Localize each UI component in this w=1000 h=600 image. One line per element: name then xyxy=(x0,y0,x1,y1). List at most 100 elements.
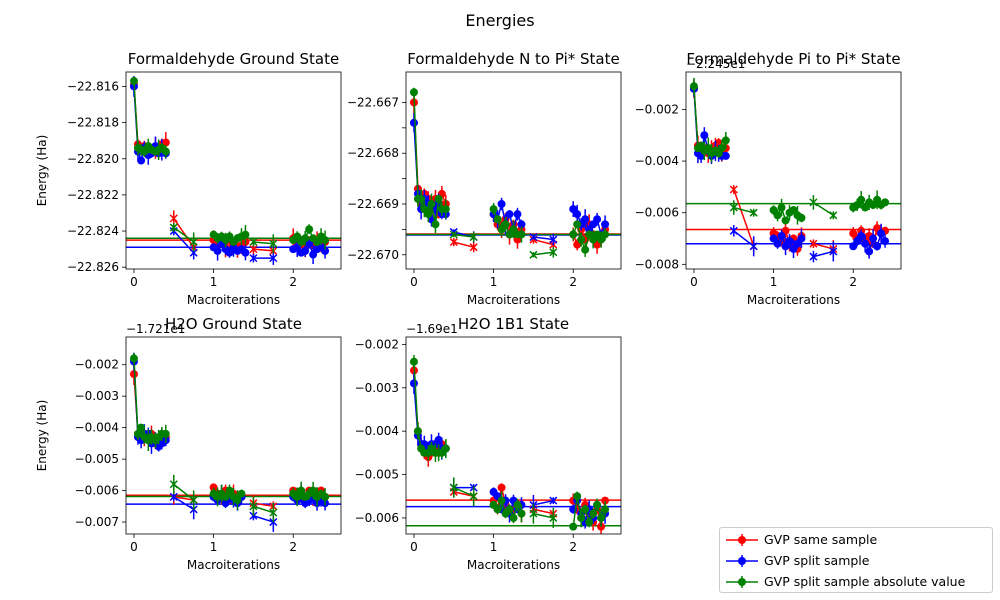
data-point-cross xyxy=(269,508,278,517)
data-point xyxy=(409,118,418,127)
x-tick-label: 0 xyxy=(130,275,138,289)
y-tick-label: −0.005 xyxy=(75,452,119,466)
data-point-cross xyxy=(729,226,738,235)
data-point xyxy=(305,225,314,234)
data-point-cross xyxy=(169,223,178,232)
data-point xyxy=(493,215,502,224)
axis-offset-label: −1.721e1 xyxy=(126,322,185,336)
data-point-cross xyxy=(729,185,738,194)
x-axis-label: Macroiterations xyxy=(467,293,560,307)
y-tick-label: −0.004 xyxy=(75,421,119,435)
data-point xyxy=(593,500,602,509)
data-point xyxy=(413,427,422,436)
axis-offset-label: −1.69e1 xyxy=(406,322,458,336)
x-tick-label: 0 xyxy=(130,540,138,554)
y-tick-label: −22.820 xyxy=(67,152,119,166)
data-point xyxy=(431,220,440,229)
series-line xyxy=(813,250,834,258)
data-point xyxy=(129,77,138,86)
data-point-cross xyxy=(249,245,258,254)
data-point xyxy=(497,483,506,492)
data-point-cross xyxy=(809,252,818,261)
data-point xyxy=(513,500,522,509)
data-point xyxy=(161,429,170,438)
y-tick-label: −22.824 xyxy=(67,224,119,238)
y-axis-label: Energy (Ha) xyxy=(35,135,49,207)
y-tick-label: −0.006 xyxy=(635,206,679,220)
legend-label: GVP split sample absolute value xyxy=(764,574,966,589)
y-tick-label: −0.003 xyxy=(75,389,119,403)
data-point xyxy=(517,220,526,229)
x-tick-label: 2 xyxy=(569,540,577,554)
data-point-cross xyxy=(809,198,818,207)
series-line xyxy=(453,241,474,248)
data-point xyxy=(441,205,450,214)
data-point-cross xyxy=(249,254,258,263)
data-point-cross xyxy=(469,492,478,501)
data-point xyxy=(417,194,426,203)
x-axis-label: Macroiterations xyxy=(467,558,560,572)
data-point xyxy=(297,486,306,495)
data-point xyxy=(797,213,806,222)
data-point xyxy=(581,245,590,254)
data-point xyxy=(409,357,418,366)
data-point xyxy=(501,220,510,229)
data-point xyxy=(857,195,866,204)
y-tick-label: −22.822 xyxy=(67,188,119,202)
data-point xyxy=(505,505,514,514)
x-tick-label: 2 xyxy=(569,275,577,289)
data-point-cross xyxy=(729,203,738,212)
legend-swatch-green xyxy=(726,576,758,588)
data-point-cross xyxy=(169,480,178,489)
data-point-cross xyxy=(449,238,458,247)
y-tick-label: −0.003 xyxy=(355,381,399,395)
x-tick-label: 0 xyxy=(410,275,418,289)
data-point xyxy=(601,505,610,514)
data-point xyxy=(241,230,250,239)
data-point xyxy=(321,236,330,245)
x-tick-label: 2 xyxy=(289,275,297,289)
data-point xyxy=(517,509,526,518)
y-tick-label: −0.004 xyxy=(635,154,679,168)
y-tick-label: −22.669 xyxy=(347,197,399,211)
data-point xyxy=(517,230,526,239)
y-tick-label: −0.006 xyxy=(75,484,119,498)
data-point xyxy=(781,216,790,225)
y-tick-label: −22.667 xyxy=(347,95,399,109)
axes-frame xyxy=(405,71,622,270)
data-point xyxy=(569,230,578,239)
data-point-cross xyxy=(469,232,478,242)
x-tick-label: 2 xyxy=(289,540,297,554)
series-line xyxy=(253,515,274,523)
data-point xyxy=(721,151,730,160)
data-point-cross xyxy=(189,495,198,505)
axes-frame xyxy=(685,71,902,270)
data-point xyxy=(573,210,582,219)
data-point xyxy=(873,242,882,251)
series-line xyxy=(533,251,554,256)
data-point-cross xyxy=(749,242,758,251)
y-tick-label: −0.006 xyxy=(355,511,399,525)
data-point-cross xyxy=(189,237,198,246)
data-point xyxy=(321,492,330,501)
data-point xyxy=(777,203,786,212)
data-point-cross xyxy=(189,248,198,257)
y-tick-label: −22.816 xyxy=(67,79,119,93)
data-point xyxy=(865,247,874,256)
series-line xyxy=(533,499,554,506)
data-point xyxy=(573,492,582,501)
data-point xyxy=(700,131,709,140)
plot-area xyxy=(406,87,621,259)
figure-suptitle: Energies xyxy=(465,11,534,30)
data-point xyxy=(489,205,498,214)
series-line xyxy=(253,505,274,514)
data-point xyxy=(137,423,146,432)
data-point xyxy=(221,492,230,501)
data-point-cross xyxy=(549,235,558,244)
data-point xyxy=(241,248,250,257)
data-point xyxy=(601,496,610,505)
data-point xyxy=(881,237,890,246)
data-point xyxy=(717,144,726,153)
data-point xyxy=(601,230,610,239)
